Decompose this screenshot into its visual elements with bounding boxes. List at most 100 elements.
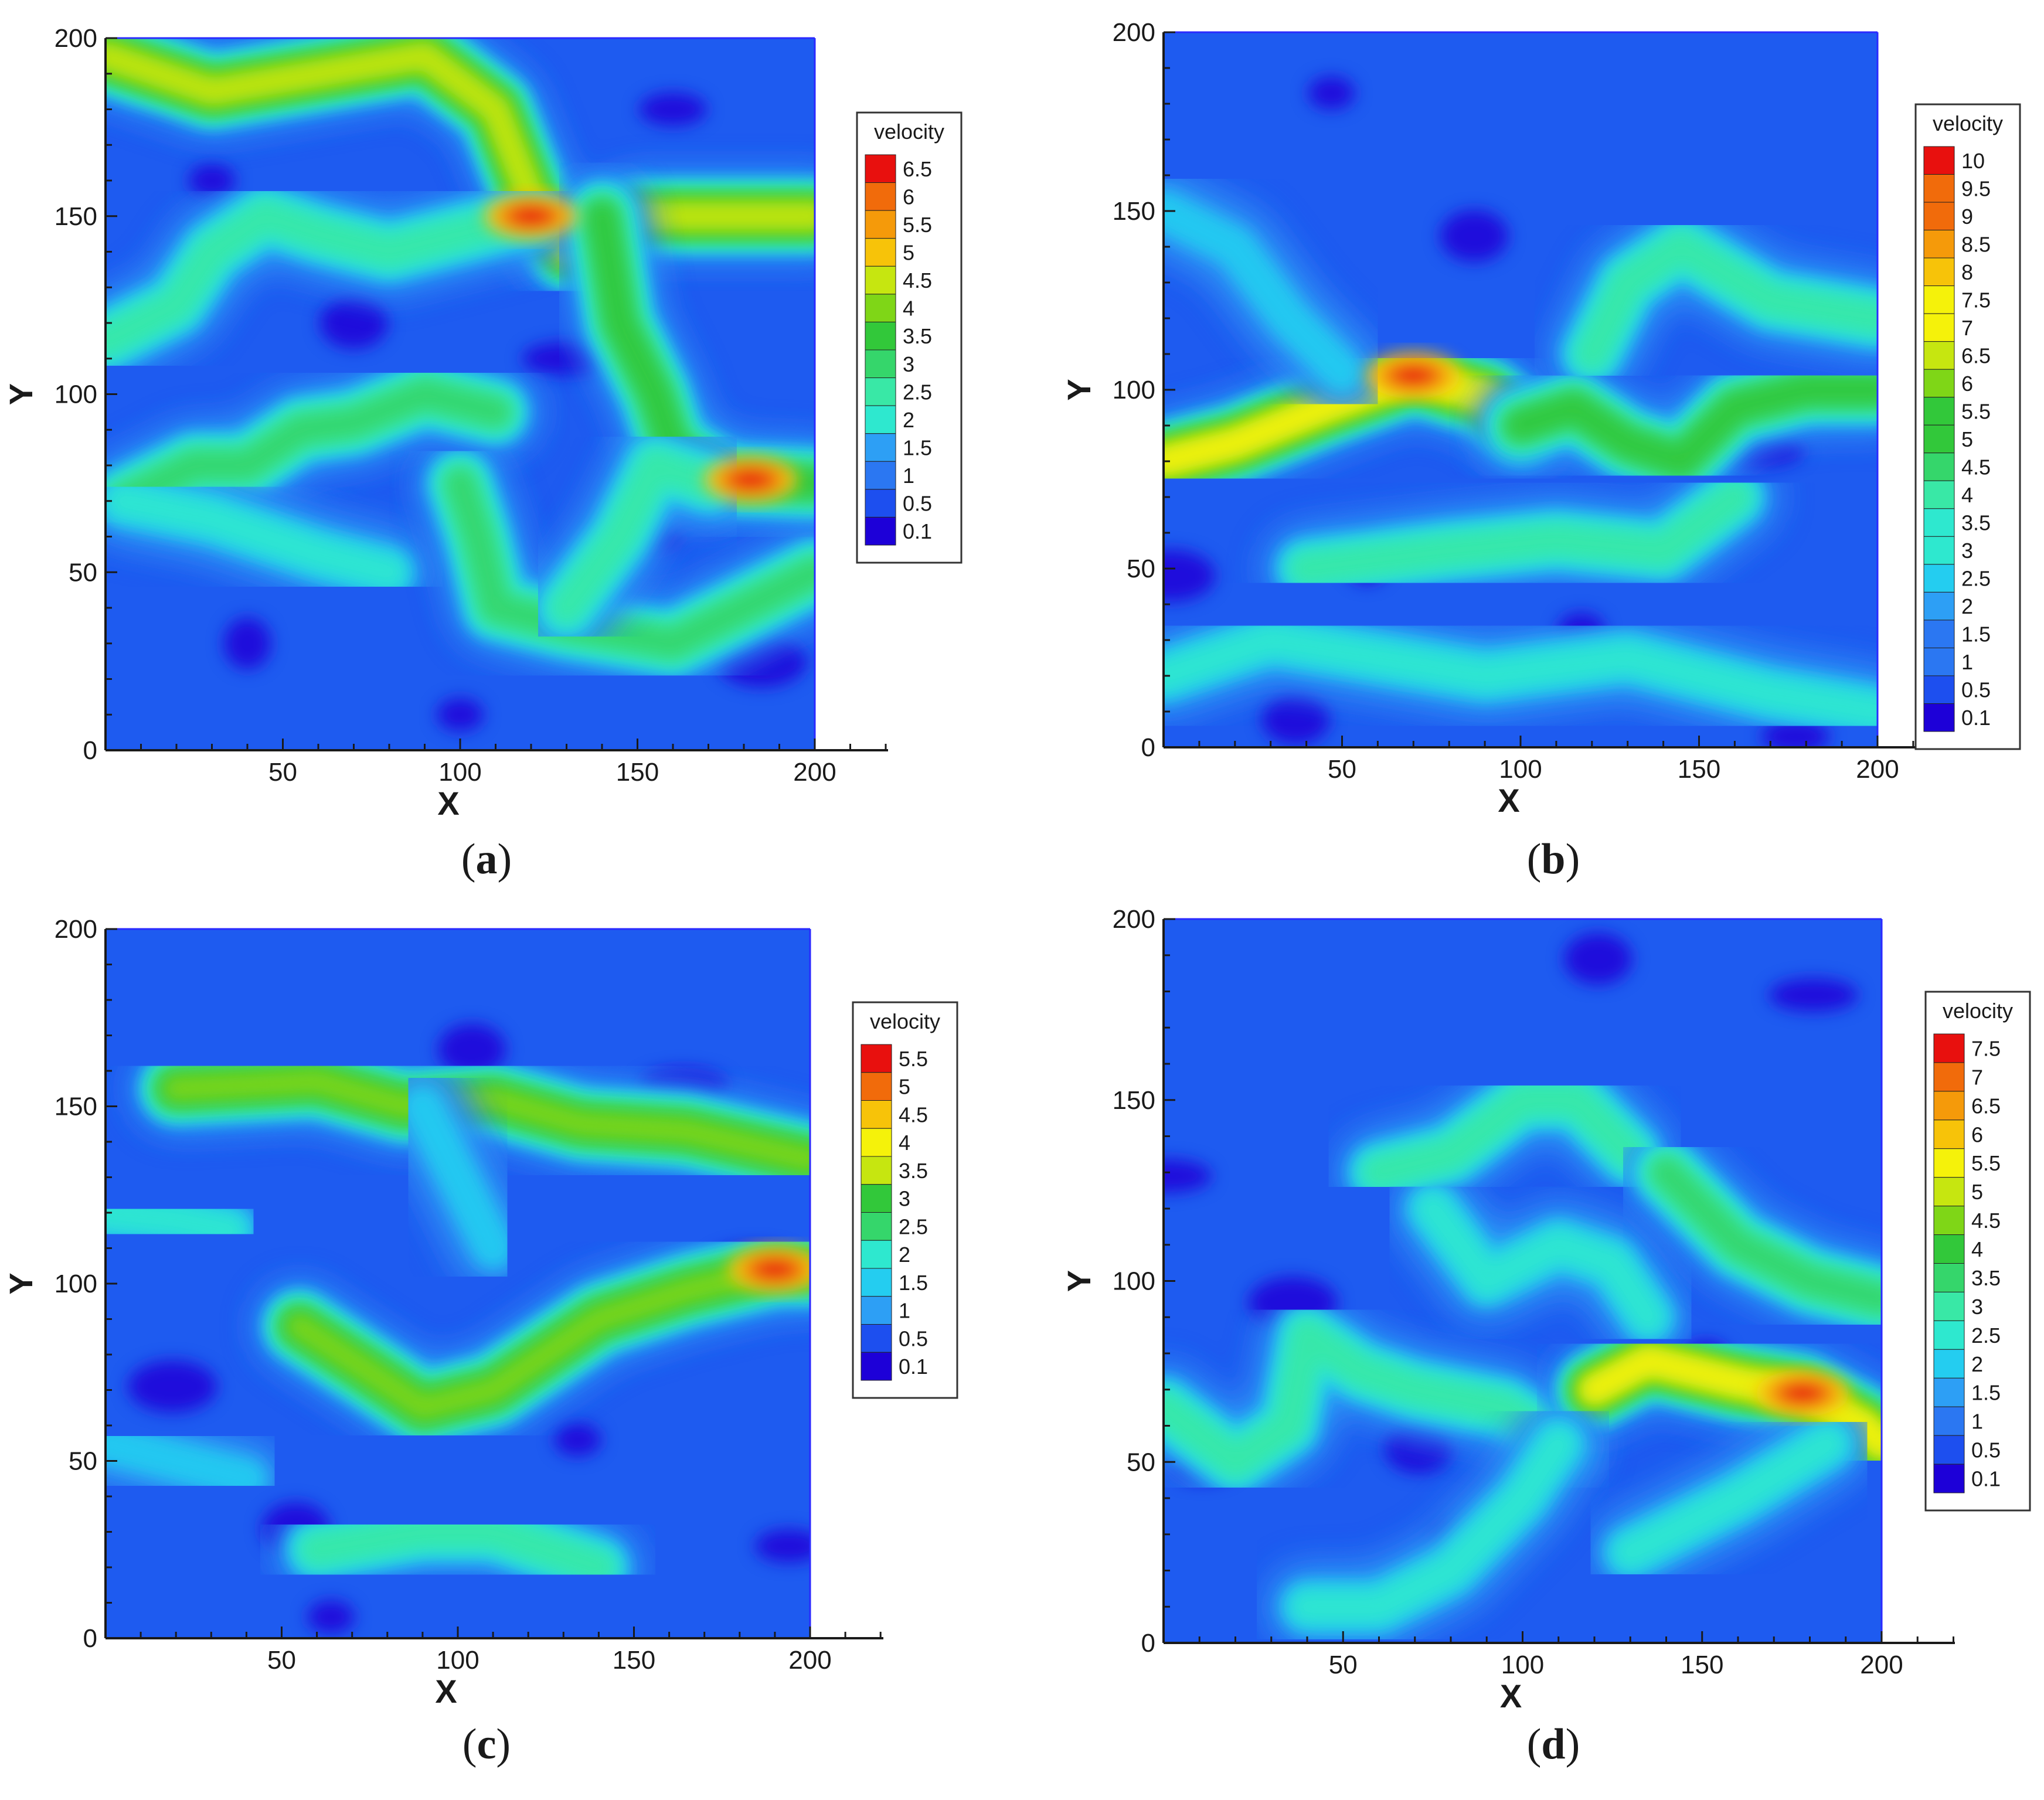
legend-level-label: 5.5 [899, 1047, 928, 1071]
pocket [128, 1360, 217, 1413]
y-tick-label: 150 [55, 1093, 97, 1121]
velocity-peak-1 [704, 456, 798, 503]
channel-1-level-6 [1506, 376, 1878, 475]
legend-level-label: 3 [1971, 1295, 1983, 1319]
legend-title: velocity [1933, 111, 2003, 135]
pocket [307, 1600, 355, 1634]
pocket [1164, 1159, 1212, 1193]
legend-swatch [1923, 591, 1955, 621]
legend-swatch [865, 182, 896, 211]
x-tick-label: 200 [1860, 1651, 1903, 1679]
panel-caption-d: (d) [1527, 1720, 1580, 1768]
pocket [1261, 693, 1330, 745]
y-axis-title: Y [1060, 379, 1097, 400]
legend-level-label: 0.1 [899, 1355, 928, 1379]
legend-level-label: 4 [899, 1131, 910, 1155]
x-tick-label: 150 [1681, 1651, 1723, 1679]
legend-level-label: 1.5 [899, 1271, 928, 1295]
legend-swatch [1923, 647, 1955, 676]
legend-swatch [861, 1268, 892, 1297]
pocket [1440, 210, 1508, 262]
legend-level-label: 7 [1961, 316, 1973, 340]
x-tick-label: 100 [438, 758, 481, 787]
legend-swatch [1923, 202, 1955, 231]
legend-level-label: 0.5 [1961, 678, 1991, 702]
x-tick-label: 200 [1856, 755, 1899, 784]
channel-4-level-3 [1164, 622, 1878, 729]
channel-0-level-7 [162, 1068, 810, 1173]
flow-channels [1164, 167, 1878, 747]
legend-level-label: 8.5 [1961, 232, 1991, 256]
legend-level-label: 3.5 [1961, 511, 1991, 535]
legend-level-label: 2 [903, 408, 914, 432]
y-tick-label: 200 [1113, 905, 1155, 934]
legend-level-label: 4.5 [1961, 455, 1991, 479]
legend-swatch [1923, 452, 1955, 481]
legend-swatch [865, 154, 896, 183]
legend-level-label: 1.5 [1961, 622, 1991, 646]
legend-swatch [1933, 1062, 1965, 1092]
x-tick-label: 50 [267, 1646, 296, 1675]
legend-swatch [1933, 1263, 1965, 1292]
legend-level-label: 7.5 [1971, 1036, 2001, 1060]
channel-3-level-3 [106, 483, 407, 590]
legend-swatch [1923, 675, 1955, 704]
channel-5-level-3 [1290, 1426, 1576, 1625]
legend-level-label: 8 [1961, 260, 1973, 284]
legend-level-label: 3 [899, 1187, 910, 1211]
legend-swatch [865, 349, 896, 379]
legend-level-label: 0.1 [903, 519, 932, 543]
velocity-peak-0 [727, 1246, 810, 1293]
legend-swatch [861, 1240, 892, 1269]
legend-level-label: 2 [1961, 594, 1973, 618]
channel-3-level-3 [106, 1195, 247, 1248]
legend-swatch [1933, 1320, 1965, 1350]
legend-swatch [865, 377, 896, 406]
y-axis-title: Y [2, 1272, 39, 1294]
legend-level-label: 2 [899, 1243, 910, 1267]
legend-level-label: 1 [899, 1299, 910, 1323]
legend-swatch [1923, 536, 1955, 565]
legend-level-label: 4.5 [899, 1103, 928, 1127]
flow-channels [106, 1037, 810, 1611]
legend-swatch [1933, 1148, 1965, 1178]
legend-swatch [861, 1156, 892, 1185]
legend-b: velocity 10 9.5 9 8.5 8 7.5 7 6.5 6 5.5 5 4.5 4 3.5 3 2.… [1914, 103, 2021, 750]
legend-level-label: 6 [1971, 1122, 1983, 1146]
legend-d: velocity 7.5 7 6.5 6 5.5 5 4.5 4 3.5 3 2.5 2 1.5 1 0.5 0… [1924, 991, 2031, 1512]
x-axis-title: X [1500, 1677, 1522, 1714]
pocket [639, 93, 707, 126]
legend-level-label: 1 [903, 464, 914, 488]
legend-swatch [1923, 230, 1955, 258]
channel-0-level-4 [1164, 1319, 1574, 1478]
legend-a: velocity 6.5 6 5.5 5 4.5 4 3.5 3 2.5 2 1.5 1 0.5 0.1 [856, 111, 963, 564]
legend-level-label: 3 [903, 352, 914, 376]
x-axis-title: X [437, 785, 459, 822]
legend-swatch [1933, 1349, 1965, 1379]
legend-swatch [861, 1212, 892, 1241]
x-tick-label: 50 [1329, 1651, 1358, 1679]
legend-level-label: 2.5 [903, 380, 932, 404]
legend-level-label: 6.5 [1961, 343, 1991, 368]
legend-level-label: 5.5 [1961, 399, 1991, 423]
legend-swatch [865, 433, 896, 462]
legend-level-label: 6 [1961, 372, 1973, 396]
legend-title: velocity [874, 120, 944, 144]
legend-level-label: 0.5 [903, 492, 932, 516]
y-tick-label: 0 [83, 1624, 97, 1653]
legend-level-label: 5 [899, 1075, 910, 1099]
pocket [554, 1423, 601, 1457]
pocket [1308, 76, 1355, 110]
y-tick-label: 150 [1113, 197, 1155, 226]
y-tick-label: 50 [69, 558, 97, 587]
legend-level-label: 9 [1961, 205, 1973, 229]
y-tick-label: 200 [55, 24, 97, 53]
channel-3-level-3 [1415, 1191, 1666, 1335]
legend-level-label: 4 [1961, 483, 1973, 507]
legend-swatch [1933, 1377, 1965, 1407]
panel-caption-c: (c) [462, 1720, 511, 1768]
x-tick-label: 150 [1678, 755, 1720, 784]
legend-swatch [1933, 1435, 1965, 1465]
channel-5-level-2 [1164, 190, 1363, 393]
x-tick-label: 200 [788, 1646, 831, 1675]
